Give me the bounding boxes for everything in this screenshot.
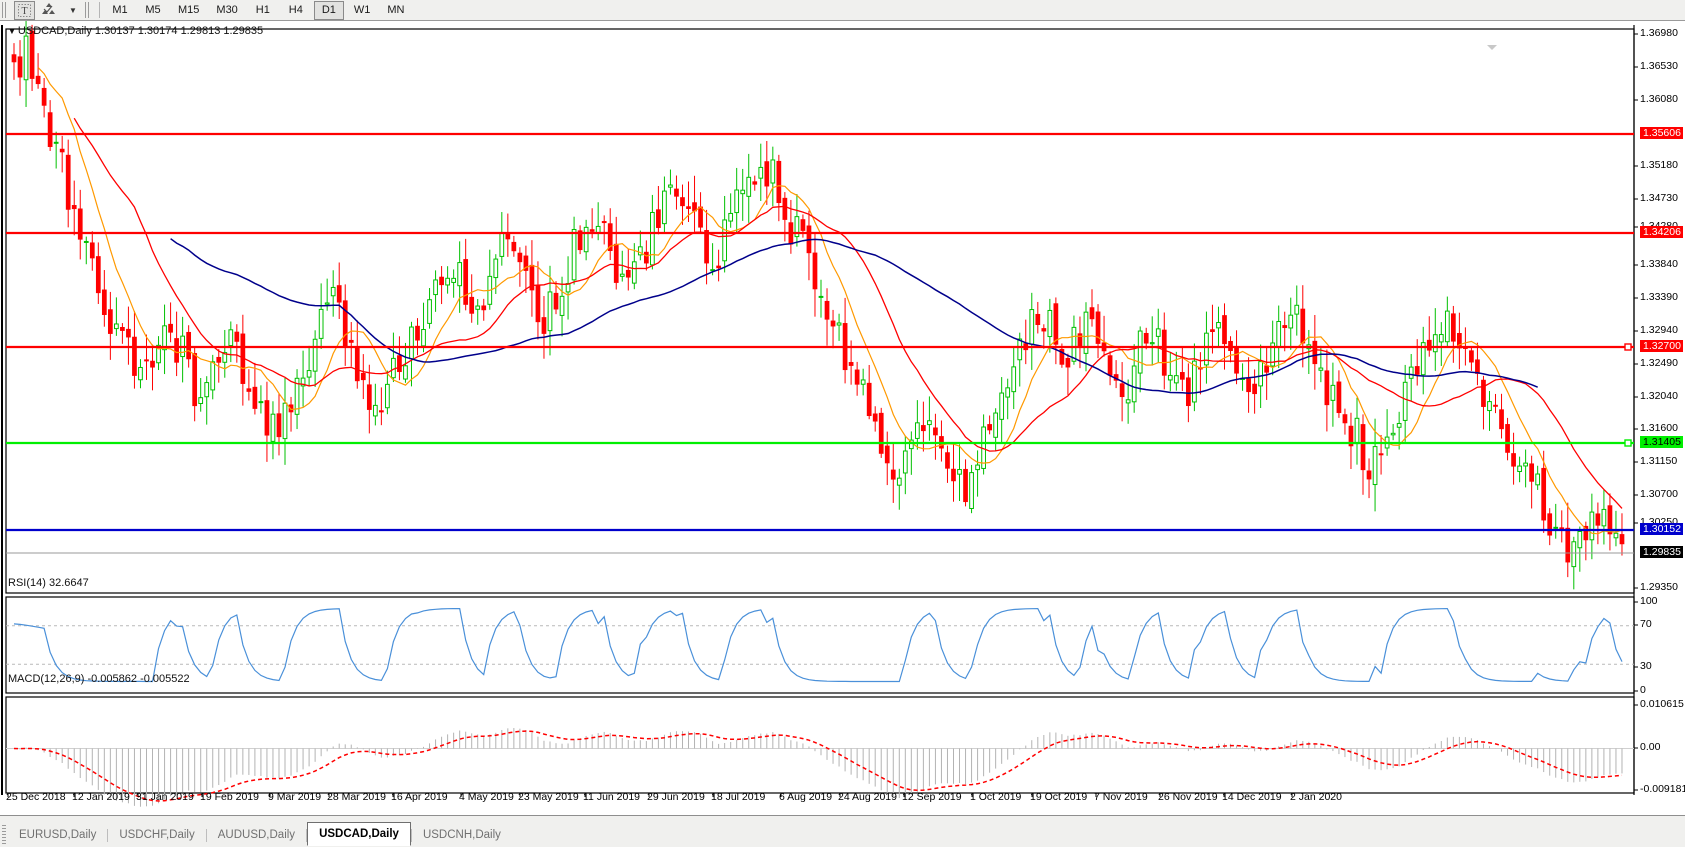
toolbar-grip[interactable] [2, 2, 7, 18]
price-axis-label: 1.31600 [1640, 422, 1678, 434]
date-axis-label: 28 Mar 2019 [327, 791, 386, 803]
price-axis-label: 1.33390 [1640, 291, 1678, 303]
tab-usdchf[interactable]: USDCHF,Daily [119, 829, 195, 841]
tabs-list: EURUSD,Daily USDCHF,Daily AUDUSD,Daily USDC… [8, 822, 512, 847]
price-axis-label: 1.36530 [1640, 60, 1678, 72]
date-axis-label: 19 Oct 2019 [1030, 791, 1088, 803]
candlestick-series [11, 21, 1625, 590]
date-axis-label: 18 Jul 2019 [711, 791, 766, 803]
date-axis-label: 14 Dec 2019 [1222, 791, 1282, 803]
price-axis-label-tag[interactable]: 1.32700 [1640, 340, 1683, 352]
price-axis-label: 1.30700 [1640, 488, 1678, 500]
tab-audusd[interactable]: AUDUSD,Daily [217, 829, 296, 841]
chart-symbol-label: ▼ USDCAD,Daily 1.30137 1.30174 1.29813 1.… [8, 25, 263, 37]
chart-plot [1, 21, 1638, 807]
indicators-tool-icon[interactable] [38, 1, 59, 20]
rsi-axis-label: 0 [1640, 684, 1646, 696]
tab-usdcnh[interactable]: USDCNH,Daily [422, 829, 501, 841]
date-axis-label: 25 Dec 2018 [6, 791, 66, 803]
rsi-indicator-label: RSI(14) 32.6647 [8, 577, 89, 589]
date-axis-label: 16 Apr 2019 [391, 791, 448, 803]
text-tool-icon[interactable]: T [14, 0, 35, 20]
price-axis-label: 1.31150 [1640, 455, 1678, 467]
collapse-triangle-icon[interactable]: ▼ [8, 27, 16, 36]
price-axis-label-tag[interactable]: 1.34206 [1640, 226, 1683, 238]
date-axis-label: 2 Jan 2020 [1290, 791, 1342, 803]
timeframe-button-h1[interactable]: H1 [255, 4, 270, 16]
price-axis-label: 1.29350 [1640, 581, 1678, 593]
date-axis-label: 1 Oct 2019 [970, 791, 1022, 803]
timeframe-button-h4[interactable]: H4 [288, 4, 303, 16]
price-axis-label-tag[interactable]: 1.30152 [1640, 523, 1683, 535]
price-axis-label-tag[interactable]: 1.31405 [1640, 436, 1683, 448]
price-axis-label: 1.34730 [1640, 192, 1678, 204]
indicators-dropdown-icon[interactable]: ▼ [69, 5, 77, 15]
tab-divider [205, 829, 207, 842]
timeframe-button-d1[interactable]: D1 [313, 0, 344, 20]
price-axis-label-tag[interactable]: 1.35606 [1640, 127, 1683, 139]
rsi-axis-label: 70 [1640, 618, 1652, 630]
price-axis-label: 1.32040 [1640, 390, 1678, 402]
timeframe-group: M1 M5 M15 M30 H1 H4 D1 W1 MN [105, 0, 411, 20]
date-axis-label: 12 Sep 2019 [902, 791, 962, 803]
price-axis-label: 1.36980 [1640, 27, 1678, 39]
timeframe-button-mn[interactable]: MN [387, 4, 405, 16]
tab-usdcad[interactable]: USDCAD,Daily [307, 822, 411, 846]
symbol-ohlc-text: USDCAD,Daily 1.30137 1.30174 1.29813 1.2… [17, 25, 264, 37]
tab-divider [306, 829, 308, 842]
date-axis-label: 7 Nov 2019 [1094, 791, 1148, 803]
chart-tabs-bar: EURUSD,Daily USDCHF,Daily AUDUSD,Daily USDC… [0, 815, 1685, 847]
date-axis-label: 29 Jun 2019 [647, 791, 705, 803]
macd-histogram [19, 728, 1623, 807]
rsi-axis-label: 100 [1640, 595, 1658, 607]
tab-divider [107, 829, 109, 842]
timeframe-button-m15[interactable]: M15 [178, 4, 200, 16]
date-axis-label: 19 Feb 2019 [200, 791, 259, 803]
timeframe-button-w1[interactable]: W1 [353, 4, 371, 16]
main-toolbar: T ▼ M1 M5 M15 M30 H1 H4 D1 W1 MN [0, 0, 1685, 21]
date-axis-label: 23 May 2019 [518, 791, 579, 803]
price-axis-label: 1.36080 [1640, 93, 1678, 105]
macd-axis-label: 0.00 [1640, 741, 1661, 753]
scroll-indicator-icon[interactable] [1487, 45, 1497, 50]
chart-container[interactable]: ▼ USDCAD,Daily 1.30137 1.30174 1.29813 1.… [0, 21, 1685, 815]
tab-divider [410, 829, 412, 842]
date-axis-label: 11 Jun 2019 [583, 791, 641, 803]
date-axis-label: 6 Aug 2019 [779, 791, 833, 803]
price-axis-label: 1.32490 [1640, 357, 1678, 369]
macd-axis-label: -0.009181 [1640, 783, 1685, 795]
date-axis-label: 26 Nov 2019 [1158, 791, 1218, 803]
date-axis-label: 31 Jan 2019 [136, 791, 194, 803]
date-axis-label: 4 May 2019 [459, 791, 514, 803]
timeframe-button-m1[interactable]: M1 [112, 4, 128, 16]
tabs-grip[interactable] [2, 825, 6, 846]
rsi-line [13, 607, 1623, 683]
price-axis-label-tag[interactable]: 1.29835 [1640, 546, 1683, 558]
svg-text:T: T [21, 6, 27, 17]
tab-eurusd[interactable]: EURUSD,Daily [19, 829, 97, 841]
macd-axis-label: 0.010615 [1640, 698, 1684, 710]
timeframe-button-m5[interactable]: M5 [145, 4, 161, 16]
timeframe-grip[interactable] [85, 2, 90, 18]
toolbar-separator [99, 2, 100, 18]
price-axis-label: 1.33840 [1640, 258, 1678, 270]
macd-signal-line [13, 730, 1623, 802]
date-axis-label: 9 Mar 2019 [268, 791, 322, 803]
date-axis-label: 24 Aug 2019 [838, 791, 897, 803]
rsi-axis-label: 30 [1640, 660, 1652, 672]
macd-indicator-label: MACD(12,26,9) -0.005862 -0.005522 [8, 673, 190, 685]
timeframe-button-m30[interactable]: M30 [216, 4, 238, 16]
date-axis-label: 12 Jan 2019 [72, 791, 130, 803]
price-axis-label: 1.32940 [1640, 324, 1678, 336]
price-axis-label: 1.35180 [1640, 159, 1678, 171]
